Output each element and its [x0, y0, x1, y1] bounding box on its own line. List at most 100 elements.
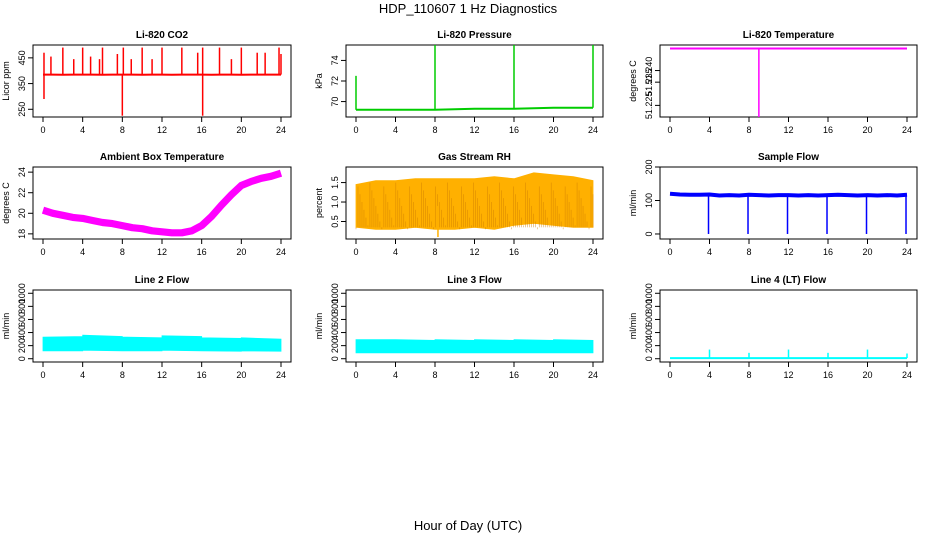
x-tick-label: 0 [667, 125, 672, 135]
x-tick-label: 16 [823, 125, 833, 135]
y-tick-label: 0 [17, 356, 27, 361]
x-tick-label: 16 [509, 370, 519, 380]
y-tick-label: 0.5 [330, 215, 340, 228]
chart-panel-9: Line 4 (LT) Flow ml/min 0 4 8 12 16 20 24 0 200400… [628, 275, 918, 380]
chart-panel-5: Gas Stream RH percent 0 4 8 12 16 20 24 0.5 1.0 1.5 [314, 152, 604, 257]
series-band [355, 172, 594, 230]
series-band [42, 334, 282, 352]
y-tick-label: 20 [17, 208, 27, 218]
x-tick-label: 24 [276, 125, 286, 135]
x-tick-label: 0 [667, 247, 672, 257]
x-tick-label: 12 [783, 247, 793, 257]
series-line [356, 106, 593, 111]
chart-title: Line 4 (LT) Flow [751, 275, 827, 286]
y-tick-label: 72 [330, 76, 340, 86]
y-tick-label: 200 [644, 159, 654, 174]
y-tick-label: 400 [330, 325, 340, 340]
y-tick-label: 0 [644, 356, 654, 361]
x-tick-label: 0 [667, 370, 672, 380]
y-tick-label: 1.0 [330, 196, 340, 209]
chart-title: Gas Stream RH [438, 152, 511, 163]
x-tick-label: 12 [157, 125, 167, 135]
x-tick-label: 20 [548, 125, 558, 135]
y-tick-label: 1000 [644, 283, 654, 303]
x-tick-label: 16 [509, 125, 519, 135]
series-line [41, 169, 283, 237]
y-axis-label: ml/min [628, 313, 638, 340]
x-tick-label: 0 [40, 125, 45, 135]
x-tick-label: 16 [197, 125, 207, 135]
y-tick-label: 250 [17, 102, 27, 117]
plot-frame [659, 166, 918, 240]
x-tick-label: 20 [862, 247, 872, 257]
x-tick-label: 12 [783, 125, 793, 135]
x-tick-label: 4 [80, 125, 85, 135]
y-tick-label: 200 [644, 338, 654, 353]
plot-frame [345, 44, 604, 118]
y-tick-label: 1000 [330, 283, 340, 303]
x-tick-label: 24 [276, 247, 286, 257]
x-tick-label: 12 [157, 247, 167, 257]
x-tick-label: 0 [353, 370, 358, 380]
x-tick-label: 8 [432, 370, 437, 380]
chart-title: Li-820 Pressure [437, 30, 512, 41]
series-line [669, 191, 908, 198]
x-tick-label: 24 [902, 125, 912, 135]
x-tick-label: 4 [80, 247, 85, 257]
y-tick-label: 70 [330, 97, 340, 107]
y-axis-label: degrees C [1, 182, 11, 224]
y-tick-label: 350 [17, 76, 27, 91]
chart-panel-3: Li-820 Temperature degrees C 0 4 8 12 16 20 24 51… [628, 30, 918, 135]
y-tick-label: 400 [17, 325, 27, 340]
x-tick-label: 16 [509, 247, 519, 257]
y-tick-label: 0 [330, 356, 340, 361]
y-tick-label: 100 [644, 193, 654, 208]
x-tick-label: 4 [707, 125, 712, 135]
y-axis-label: ml/min [314, 313, 324, 340]
x-tick-label: 4 [80, 370, 85, 380]
y-tick-label: 800 [330, 299, 340, 314]
x-tick-label: 4 [393, 247, 398, 257]
x-tick-label: 20 [236, 370, 246, 380]
x-tick-label: 0 [40, 370, 45, 380]
chart-panel-1: Li-820 CO2 Licor ppm 0 4 8 12 16 20 24 250 350 450 [1, 30, 292, 135]
y-tick-label: 400 [644, 325, 654, 340]
y-tick-label: 51.235 [644, 68, 654, 96]
x-tick-label: 24 [588, 370, 598, 380]
x-tick-label: 8 [120, 370, 125, 380]
x-tick-label: 8 [432, 247, 437, 257]
x-tick-label: 20 [236, 247, 246, 257]
chart-panel-2: Li-820 Pressure kPa 0 4 8 12 16 20 24 70 72 74 [314, 30, 604, 135]
x-tick-label: 20 [548, 247, 558, 257]
y-tick-label: 200 [330, 338, 340, 353]
y-tick-label: 18 [17, 229, 27, 239]
y-axis-label: degrees C [628, 60, 638, 102]
x-tick-label: 8 [432, 125, 437, 135]
y-axis-label: ml/min [628, 190, 638, 217]
chart-panel-6: Sample Flow ml/min 0 4 8 12 16 20 24 0 100 200 [628, 152, 918, 257]
x-tick-label: 20 [548, 370, 558, 380]
y-tick-label: 74 [330, 55, 340, 65]
y-axis-label: ml/min [1, 313, 11, 340]
plot-frame [659, 44, 918, 118]
x-tick-label: 20 [862, 125, 872, 135]
chart-title: Sample Flow [758, 152, 819, 163]
y-tick-label: 800 [644, 299, 654, 314]
y-tick-label: 450 [17, 50, 27, 65]
x-tick-label: 0 [353, 125, 358, 135]
x-tick-label: 24 [276, 370, 286, 380]
y-tick-label: 51.240 [644, 57, 654, 85]
x-tick-label: 8 [120, 125, 125, 135]
x-tick-label: 12 [783, 370, 793, 380]
chart-panel-8: Line 3 Flow ml/min 0 4 8 12 16 20 24 0 20040060080… [314, 275, 604, 380]
x-tick-label: 8 [120, 247, 125, 257]
x-axis-label: Hour of Day (UTC) [413, 518, 523, 533]
series-band [355, 339, 594, 354]
x-tick-label: 24 [902, 370, 912, 380]
page-title: HDP_110607 1 Hz Diagnostics [378, 1, 558, 16]
y-tick-label: 600 [644, 312, 654, 327]
y-tick-label: 1000 [17, 283, 27, 303]
y-tick-label: 200 [17, 338, 27, 353]
chart-panel-4: Ambient Box Temperature degrees C 0 4 8 12 16 2… [1, 152, 292, 257]
chart-title: Line 3 Flow [447, 275, 502, 286]
